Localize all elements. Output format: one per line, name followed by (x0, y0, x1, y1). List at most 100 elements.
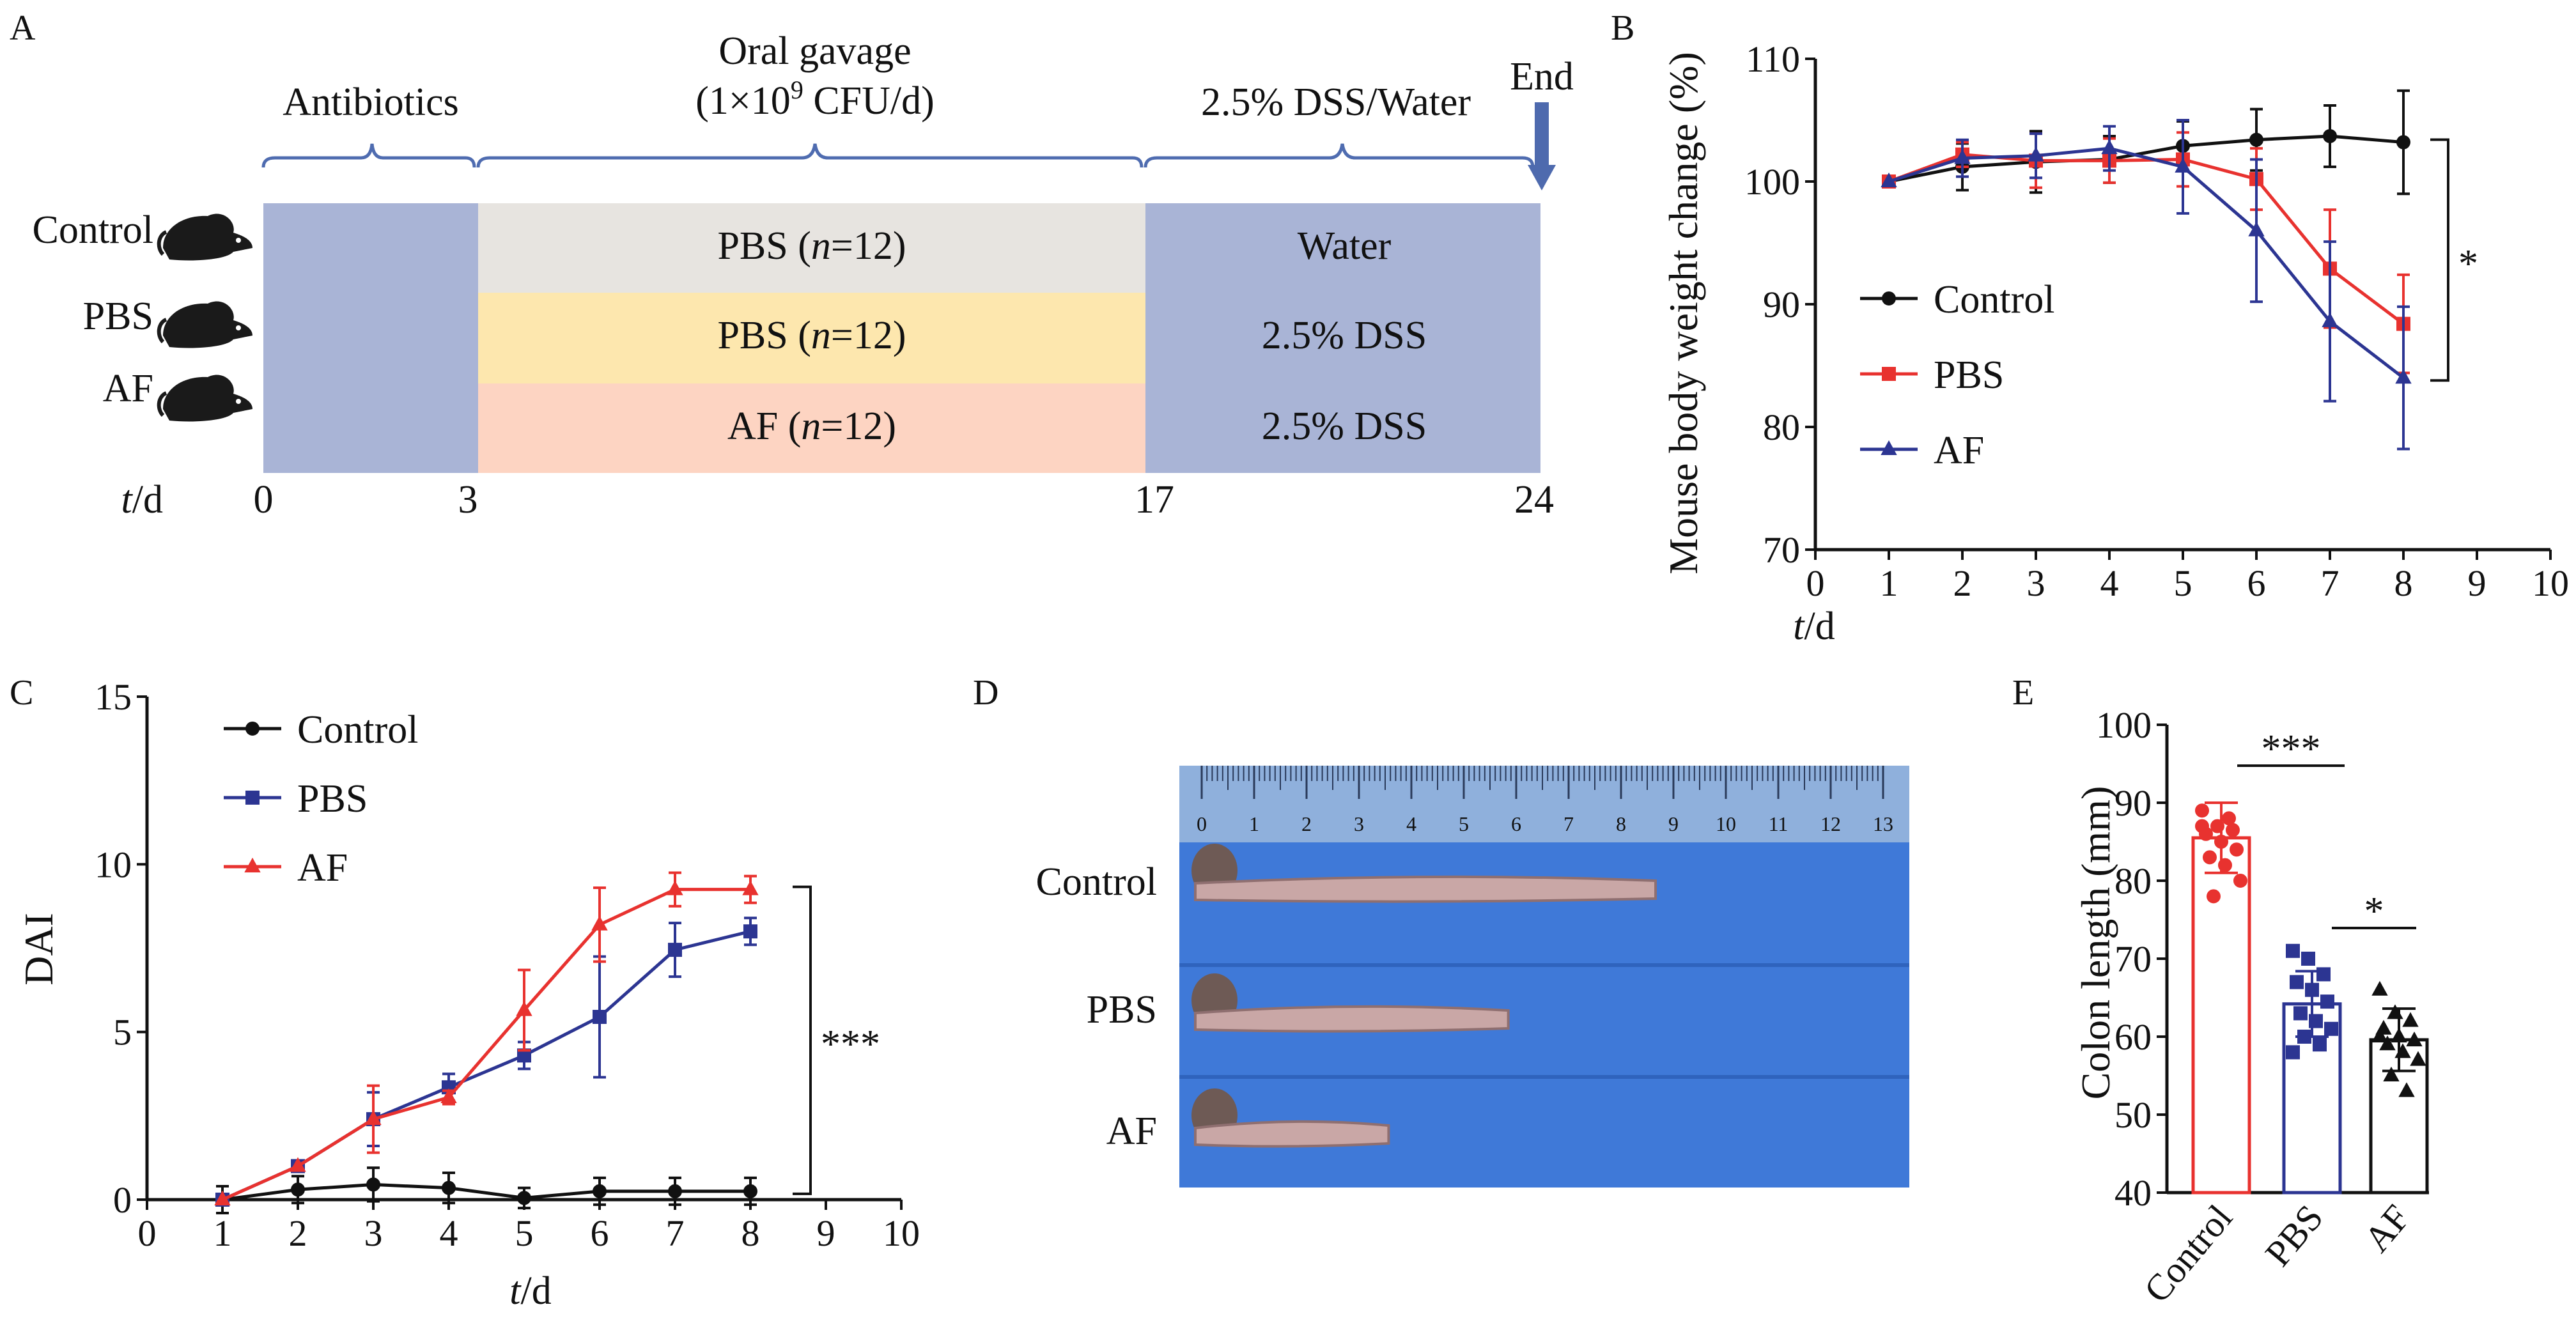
data-point (2218, 858, 2232, 872)
data-point (365, 1110, 382, 1126)
data-point (743, 1184, 757, 1198)
y-tick-label: 0 (113, 1179, 132, 1221)
bar-control (2191, 836, 2251, 1195)
ruler-tick-label: 6 (1511, 812, 1521, 835)
legend-label: Control (1934, 278, 2054, 321)
legend-label: AF (297, 846, 348, 890)
data-point (2207, 889, 2221, 904)
data-point (2297, 1030, 2311, 1044)
colon-specimen (1194, 1120, 1390, 1148)
x-tick-label: 6 (591, 1212, 609, 1254)
x-tick-label: PBS (2257, 1197, 2331, 1274)
mouse-icon (157, 375, 252, 422)
timeline-tick: 3 (458, 478, 478, 522)
data-point (2290, 975, 2304, 989)
legend-marker (1881, 440, 1897, 455)
x-tick-label: 10 (883, 1212, 920, 1254)
photo-row-label-af: AF (1106, 1110, 1157, 1153)
legend-marker (244, 857, 261, 872)
ruler-tick-label: 0 (1197, 812, 1207, 835)
drink-label-control: Water (1298, 224, 1392, 268)
y-tick-label: 50 (2114, 1094, 2152, 1136)
y-tick-label: 15 (95, 676, 132, 718)
data-point (1954, 149, 1971, 164)
legend-marker (1882, 291, 1896, 306)
data-point (2175, 157, 2191, 173)
y-tick-label: 100 (2096, 704, 2152, 746)
data-point (2396, 135, 2410, 150)
y-tick-label: 70 (2114, 938, 2152, 980)
data-point (593, 1010, 607, 1025)
legend-marker (1882, 367, 1896, 381)
x-tick-label: 5 (2174, 562, 2192, 604)
ruler-tick-label: 2 (1301, 812, 1312, 835)
colon-specimen (1194, 1005, 1510, 1033)
ruler-tick-label: 5 (1459, 812, 1469, 835)
x-tick-label: 6 (2247, 562, 2266, 604)
data-point (593, 1184, 607, 1198)
data-point (2324, 1021, 2338, 1036)
data-point (1881, 172, 1897, 187)
data-point (291, 1182, 305, 1197)
y-tick-label: 10 (95, 844, 132, 885)
data-point (2210, 819, 2224, 833)
ruler-tick-label: 3 (1354, 812, 1364, 835)
treatment-label-control: PBS (n=12) (717, 224, 906, 268)
brace-antibiotics (261, 143, 476, 168)
x-tick-label: 0 (138, 1212, 157, 1254)
group-label-control: Control (33, 208, 153, 252)
treatment-label-af: AF (n=12) (727, 405, 896, 448)
group-label-af: AF (103, 367, 153, 410)
chart-c-y-axis-title: DAI (16, 913, 61, 986)
x-tick-label: 9 (817, 1212, 835, 1254)
gavage-row-pbs (478, 293, 1145, 383)
x-tick-label: 7 (666, 1212, 685, 1254)
data-point (442, 1180, 456, 1195)
significance-bracket (793, 885, 812, 1195)
panel-label-e: E (2012, 673, 2034, 713)
data-point (214, 1190, 231, 1205)
y-tick-label: 60 (2114, 1016, 2152, 1058)
x-tick-label: 7 (2321, 562, 2339, 604)
colon-photo: 0 1 2 3 4 5 6 7 8 9 10 11 12 13 Control PBS AF (1036, 766, 1909, 1188)
gavage-dose-exponent: 9 (791, 75, 803, 104)
ruler-tick-label: 13 (1873, 812, 1893, 835)
timeline-tick: 24 (1514, 478, 1554, 522)
data-point (2230, 842, 2244, 857)
dss-block (1145, 203, 1540, 473)
data-point (2316, 967, 2331, 982)
data-point (668, 943, 682, 957)
data-point (2286, 1045, 2300, 1060)
ruler-tick-label: 8 (1616, 812, 1626, 835)
y-tick-label: 40 (2114, 1172, 2152, 1214)
x-tick-label: 9 (2468, 562, 2487, 604)
x-tick-label: 2 (289, 1212, 307, 1254)
legend-label: Control (297, 708, 418, 752)
x-tick-label: 10 (2532, 562, 2569, 604)
data-point (517, 1191, 531, 1205)
chart-b-y-axis-title: Mouse body weight change (%) (1661, 52, 1706, 575)
series-line-af (221, 888, 750, 1202)
data-point (2249, 132, 2263, 147)
data-point (591, 915, 608, 931)
data-point (742, 880, 759, 895)
x-tick-label: 3 (2027, 562, 2045, 604)
x-tick-label: Control (2136, 1197, 2240, 1311)
data-point (667, 880, 683, 895)
ruler-tick-label: 11 (1769, 812, 1788, 835)
brace-dss (1144, 143, 1535, 168)
stage-label-antibiotics: Antibiotics (283, 81, 459, 124)
group-label-pbs: PBS (83, 295, 153, 338)
data-point (2410, 1051, 2426, 1066)
ruler-tick-label: 12 (1820, 812, 1841, 835)
data-point (290, 1157, 306, 1172)
data-point (2395, 369, 2412, 384)
data-point (2293, 1006, 2308, 1021)
data-point (2101, 139, 2118, 155)
ruler-tick-label: 7 (1563, 812, 1574, 835)
data-point (2394, 1043, 2411, 1058)
x-tick-label: 2 (1953, 562, 1972, 604)
brace-gavage (476, 143, 1144, 168)
chart-b-x-axis-title: t/d (1793, 605, 1835, 648)
